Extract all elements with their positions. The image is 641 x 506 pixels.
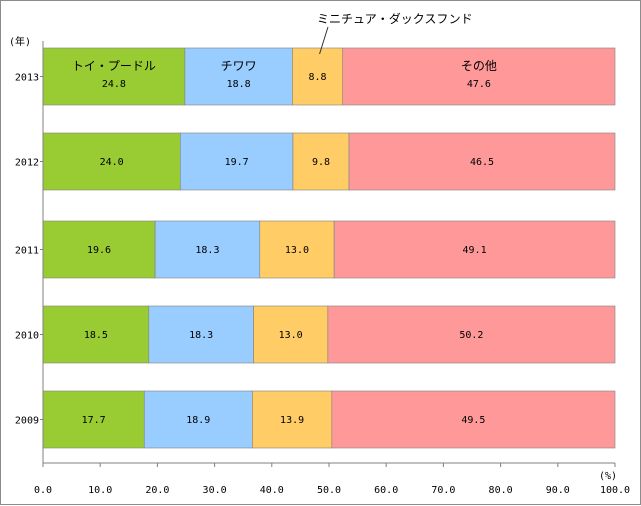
data-label: 9.8 — [312, 157, 330, 168]
data-label: 18.3 — [189, 330, 213, 341]
x-tick-label: 10.0 — [88, 485, 112, 496]
bar-segment — [184, 47, 293, 106]
bar-segment — [327, 305, 616, 364]
x-tick-label: 20.0 — [145, 485, 169, 496]
legend-label: チワワ — [221, 59, 257, 73]
bar-segment — [42, 220, 156, 279]
data-label: 49.1 — [463, 245, 487, 256]
data-label: 8.8 — [309, 72, 327, 83]
data-label: 19.7 — [225, 157, 249, 168]
bar-segment — [253, 305, 329, 364]
bar-row-2012: 24.0 19.7 9.8 46.5 2012 — [15, 132, 616, 191]
data-label: 17.7 — [82, 415, 106, 426]
legend-label: ミニチュア・ダックスフンド — [317, 11, 473, 26]
bar-segment — [292, 132, 350, 191]
data-label: 18.3 — [195, 245, 219, 256]
x-tick-label: 60.0 — [374, 485, 398, 496]
data-label: 18.5 — [84, 330, 108, 341]
bar-segment — [42, 47, 186, 106]
y-tick-label: 2012 — [15, 158, 39, 169]
data-label: 46.5 — [470, 157, 494, 168]
bar-row-2009: 17.7 18.9 13.9 49.5 2009 — [15, 390, 616, 449]
bar-segment — [252, 390, 333, 449]
bar-segment — [342, 47, 616, 106]
data-label: 13.0 — [279, 330, 303, 341]
data-label: 18.9 — [186, 415, 210, 426]
legend-label: トイ・プードル — [72, 59, 156, 73]
x-axis-unit-label: (%) — [599, 471, 617, 482]
data-label: 49.5 — [461, 415, 485, 426]
x-tick-label: 30.0 — [203, 485, 227, 496]
bar-segment — [42, 305, 150, 364]
x-tick-label: 100.0 — [600, 485, 630, 496]
bar-segment — [154, 220, 261, 279]
y-axis-unit-label: (年) — [9, 35, 31, 48]
x-tick-label: 0.0 — [34, 485, 52, 496]
x-tick-label: 90.0 — [546, 485, 570, 496]
data-label: 18.8 — [227, 79, 251, 90]
bar-row-2011: 19.6 18.3 13.0 49.1 2011 — [15, 220, 616, 279]
data-label: 13.0 — [285, 245, 309, 256]
bar-segment — [148, 305, 254, 364]
data-label: 50.2 — [459, 330, 483, 341]
bar-segment — [331, 390, 616, 449]
bar-segment — [292, 47, 344, 106]
bar-segment — [259, 220, 335, 279]
legend-label: その他 — [461, 59, 497, 73]
x-tick-label: 40.0 — [260, 485, 284, 496]
bar-segment — [348, 132, 616, 191]
data-label: 24.8 — [102, 79, 126, 90]
bar-row-2013: 24.8 18.8 8.8 47.6 2013 — [15, 47, 616, 106]
bar-segment — [42, 390, 145, 449]
legend-leader-line — [319, 26, 329, 55]
data-label: 47.6 — [467, 79, 491, 90]
x-tick-label: 50.0 — [317, 485, 341, 496]
bar-segment — [143, 390, 253, 449]
x-tick-label: 80.0 — [489, 485, 513, 496]
y-tick-label: 2013 — [15, 73, 39, 84]
y-tick-label: 2010 — [15, 331, 39, 342]
data-label: 24.0 — [100, 157, 124, 168]
data-label: 13.9 — [280, 415, 304, 426]
y-tick-label: 2009 — [15, 416, 39, 427]
data-label: 19.6 — [87, 245, 111, 256]
bar-segment — [179, 132, 294, 191]
bar-row-2010: 18.5 18.3 13.0 50.2 2010 — [15, 305, 616, 364]
bar-segment — [42, 132, 181, 191]
bars-group: 24.8 18.8 8.8 47.6 2013 24.0 19.7 9.8 46.5 2012 19… — [15, 11, 616, 449]
x-tick-label: 70.0 — [431, 485, 455, 496]
y-tick-label: 2011 — [15, 246, 39, 257]
bar-segment — [333, 220, 616, 279]
axes-group: 0.0 10.0 20.0 30.0 40.0 50.0 60.0 70.0 80.0 90.0 1… — [34, 41, 630, 496]
